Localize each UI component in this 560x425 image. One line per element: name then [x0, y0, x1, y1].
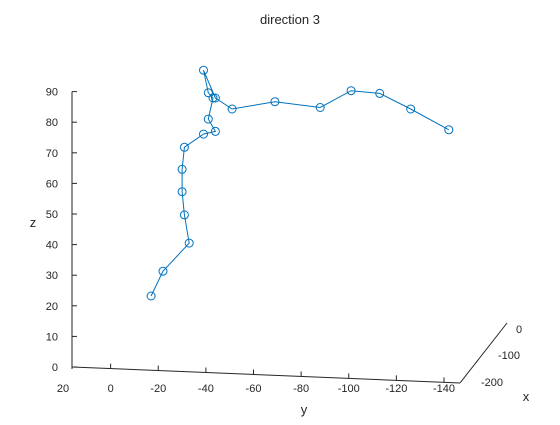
x-tick-label: -100: [498, 350, 520, 362]
y-tick-label: -140: [433, 383, 455, 395]
y-tick-label: -100: [338, 383, 360, 395]
data-point-marker: [210, 126, 220, 136]
z-tick-label: 90: [46, 87, 58, 99]
data-point-marker: [444, 125, 454, 135]
z-tick-label: 30: [46, 270, 58, 282]
data-point-marker: [375, 88, 385, 98]
data-point-marker: [177, 187, 187, 197]
y-tick-label: -40: [198, 383, 214, 395]
z-tick-label: 10: [46, 331, 58, 343]
z-tick-label: 20: [46, 301, 58, 313]
y-tick-label: -120: [385, 383, 407, 395]
data-point-marker: [208, 93, 218, 103]
z-axis-ticks: 0 10 20 30 40 50 60 70 80 90: [46, 87, 77, 374]
data-point-marker: [179, 210, 189, 220]
data-point-marker: [406, 104, 416, 114]
x-tick-label: 0: [516, 324, 522, 336]
z-tick-label: 80: [46, 117, 58, 129]
data-point-marker: [346, 86, 356, 96]
z-tick-label: 50: [46, 209, 58, 221]
chart-title: direction 3: [260, 12, 320, 27]
axes-lines: [71, 91, 508, 384]
x-axis-ticks: 0 -100 -200: [481, 324, 522, 389]
data-point-marker: [179, 142, 189, 152]
data-point-marker: [270, 97, 280, 107]
data-point-marker: [184, 238, 194, 248]
data-point-marker: [227, 104, 237, 114]
z-tick-label: 60: [46, 178, 58, 190]
data-point-marker: [203, 114, 213, 124]
series-line: [150, 70, 450, 297]
x-axis-line: [459, 322, 508, 384]
y-tick-label: -80: [293, 383, 309, 395]
z-axis-label: z: [30, 215, 37, 230]
data-point-marker: [199, 129, 208, 139]
z-tick-label: 0: [52, 362, 58, 374]
y-axis-ticks: 20 0 -20 -40 -60 -80 -100 -120 -140: [57, 363, 455, 395]
y-axis-label: y: [301, 402, 308, 417]
data-point-marker: [146, 291, 156, 301]
series-line-group: [146, 65, 454, 301]
z-tick-label: 70: [46, 148, 58, 160]
y-axis-line: [71, 366, 461, 384]
y-tick-label: 20: [57, 383, 69, 395]
x-axis-label: x: [523, 389, 530, 404]
data-point-marker: [203, 88, 213, 98]
x-tick-label: -200: [481, 377, 503, 389]
data-point-marker: [199, 65, 208, 75]
data-point-marker: [158, 266, 168, 276]
data-point-marker: [315, 103, 325, 112]
y-tick-label: -60: [246, 383, 262, 395]
z-tick-label: 40: [46, 240, 58, 252]
y-tick-label: 0: [108, 383, 114, 395]
data-point-marker: [177, 164, 187, 174]
data-point-marker: [210, 93, 220, 103]
y-tick-label: -20: [150, 383, 166, 395]
